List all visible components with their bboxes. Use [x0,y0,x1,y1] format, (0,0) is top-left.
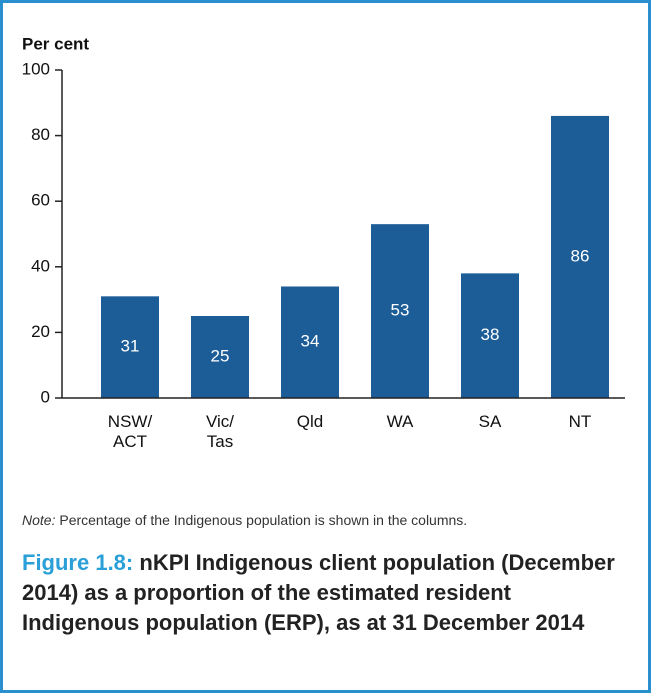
x-tick-label: NT [568,412,592,431]
note-text: Percentage of the Indigenous population … [59,512,468,528]
bar [371,224,429,398]
x-tick-label: WA [386,412,414,431]
y-tick-label: 0 [41,387,50,406]
bar [191,316,249,398]
y-tick-label: 100 [22,59,50,78]
figure-number: Figure 1.8: [22,550,134,575]
caption: Figure 1.8: nKPI Indigenous client popul… [22,548,632,638]
x-tick-label: Qld [296,412,324,431]
note: Note: Percentage of the Indigenous popul… [22,512,467,528]
bar [101,296,159,398]
y-tick-label: 40 [31,256,50,275]
data-label: 34 [301,332,320,351]
y-axis-label: Per cent [22,34,89,53]
data-label: 25 [211,346,230,365]
x-tick-label: NSW/ ACT [107,412,153,451]
chart-title: nKPI Indigenous client population (Decem… [22,550,615,635]
note-label: Note: [22,512,56,528]
y-tick-label: 20 [31,322,50,341]
x-tick-label: SA [478,412,502,431]
y-tick-label: 60 [31,191,50,210]
data-label: 31 [121,337,140,356]
y-tick-label: 80 [31,125,50,144]
data-label: 38 [481,325,500,344]
data-label: 86 [571,246,590,265]
x-tick-label: Vic/ Tas [205,412,235,451]
bar [551,115,609,399]
bar [281,286,339,398]
bar [461,273,519,398]
data-label: 53 [391,301,410,320]
